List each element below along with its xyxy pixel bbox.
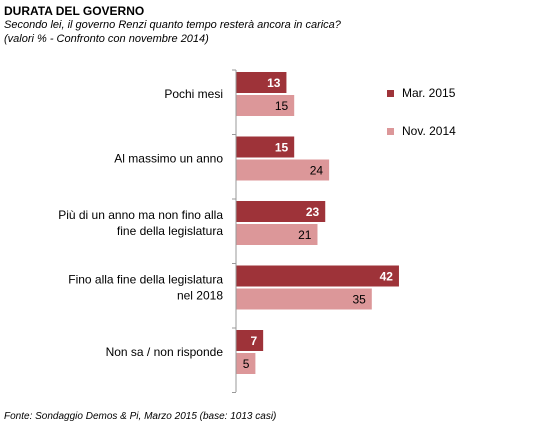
legend-label: Nov. 2014 <box>402 124 456 138</box>
data-label: 24 <box>310 164 324 178</box>
data-label: 15 <box>275 141 289 155</box>
bar <box>236 265 399 287</box>
data-label: 15 <box>275 99 289 113</box>
category-label: Fino alla fine della legislatura <box>68 273 223 287</box>
subtitle-note: (valori % - Confronto con novembre 2014) <box>4 33 209 45</box>
bar <box>236 201 326 222</box>
data-label: 5 <box>243 357 250 371</box>
bar <box>236 224 318 245</box>
bar <box>236 288 372 310</box>
bar <box>236 330 264 351</box>
data-label: 23 <box>306 205 320 219</box>
data-label: 35 <box>352 293 366 307</box>
chart-subtitle: Secondo lei, il governo Renzi quanto tem… <box>4 18 404 46</box>
bar <box>236 136 295 158</box>
chart-source: Fonte: Sondaggio Demos & Pi, Marzo 2015 … <box>4 411 277 422</box>
category-label: Non sa / non risponde <box>106 345 224 359</box>
category-label: Al massimo un anno <box>114 152 223 166</box>
bar <box>236 159 330 181</box>
data-label: 13 <box>267 76 281 90</box>
data-label: 21 <box>298 228 312 242</box>
legend-swatch <box>387 90 394 97</box>
chart-title: DURATA DEL GOVERNO <box>4 4 145 18</box>
category-label: Pochi mesi <box>164 87 223 101</box>
category-label: Più di un anno ma non fino alla <box>58 208 223 222</box>
category-label: fine della legislatura <box>117 224 223 238</box>
data-label: 7 <box>250 334 257 348</box>
data-label: 42 <box>380 270 394 284</box>
bar <box>236 95 295 116</box>
bar <box>236 353 256 374</box>
legend-label: Mar. 2015 <box>402 86 456 100</box>
legend-swatch <box>387 128 394 135</box>
bar <box>236 72 287 93</box>
category-label: nel 2018 <box>177 289 223 303</box>
subtitle-question: Secondo lei, il governo Renzi quanto tem… <box>4 19 341 31</box>
